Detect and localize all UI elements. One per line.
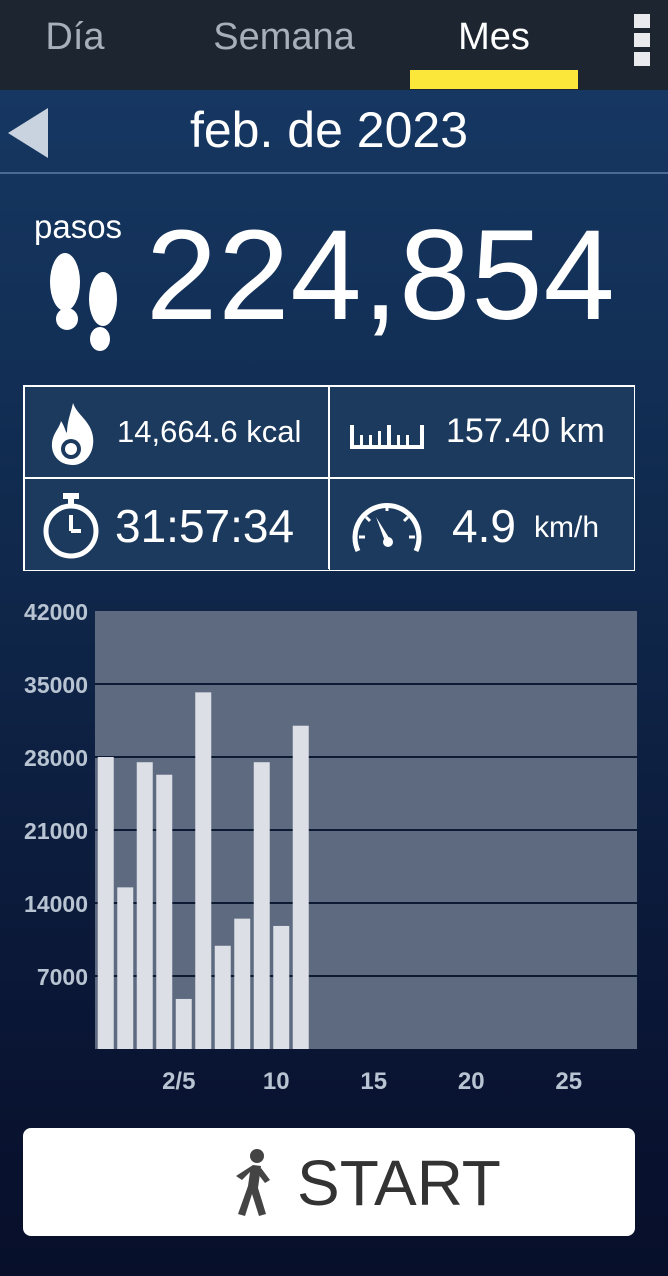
date-header: feb. de 2023 [0, 90, 668, 174]
bar[interactable] [97, 757, 114, 1049]
footprints-icon [50, 253, 117, 351]
x-tick-label: 10 [263, 1068, 290, 1095]
steps-label: pasos [34, 208, 123, 245]
y-tick-label: 14000 [24, 891, 88, 917]
distance-cell: 157.40 km [330, 387, 634, 478]
steps-bar-chart: 42000 35000 28000 21000 14000 7000 2/5 10 15 20 2… [24, 599, 637, 1095]
stats-grid: 14,664.6 kcal 157.40 km 31:57:34 [23, 385, 635, 571]
distance-value: 157.40 km [446, 412, 605, 450]
bar[interactable] [234, 918, 251, 1049]
steps-count: 224,854 [146, 204, 616, 347]
speedometer-icon [352, 502, 422, 553]
y-tick-label: 42000 [24, 599, 88, 625]
bar[interactable] [253, 762, 270, 1049]
y-tick-label: 28000 [24, 745, 88, 771]
bar[interactable] [175, 998, 192, 1049]
tab-day[interactable]: Día [45, 16, 105, 58]
x-tick-label: 20 [458, 1068, 485, 1095]
calories-value: 14,664.6 kcal [117, 414, 302, 449]
duration-cell: 31:57:34 [25, 479, 329, 570]
tab-month[interactable]: Mes [458, 16, 530, 58]
bar[interactable] [156, 774, 173, 1049]
grid-divider-horizontal [25, 477, 633, 479]
active-tab-indicator [410, 70, 578, 89]
x-tick-label: 15 [360, 1068, 387, 1095]
period-title: feb. de 2023 [189, 102, 469, 158]
y-tick-label: 35000 [24, 672, 88, 698]
flame-icon [51, 403, 94, 465]
bar[interactable] [292, 725, 309, 1049]
bar[interactable] [117, 887, 134, 1049]
calories-cell: 14,664.6 kcal [25, 387, 329, 478]
bar[interactable] [273, 925, 290, 1049]
start-button[interactable]: START [23, 1128, 635, 1236]
bar[interactable] [195, 692, 212, 1049]
y-tick-label: 7000 [37, 964, 88, 990]
speed-unit: km/h [534, 511, 600, 544]
x-tick-label: 25 [555, 1068, 582, 1095]
back-arrow-icon[interactable] [8, 108, 48, 158]
x-tick-label: 2/5 [162, 1068, 195, 1095]
menu-dots-icon[interactable] [634, 14, 652, 70]
y-tick-label: 21000 [24, 818, 88, 844]
bar[interactable] [136, 762, 153, 1049]
ruler-icon [350, 425, 424, 449]
duration-value: 31:57:34 [115, 500, 295, 552]
speed-cell: 4.9 km/h [330, 479, 634, 570]
walker-icon [236, 1149, 270, 1216]
stopwatch-icon [43, 493, 99, 559]
start-button-label: START [297, 1147, 501, 1219]
tab-week[interactable]: Semana [213, 16, 355, 58]
bar[interactable] [214, 945, 231, 1049]
tab-bar: Día Semana Mes [0, 0, 668, 90]
speed-value: 4.9 [452, 500, 516, 552]
